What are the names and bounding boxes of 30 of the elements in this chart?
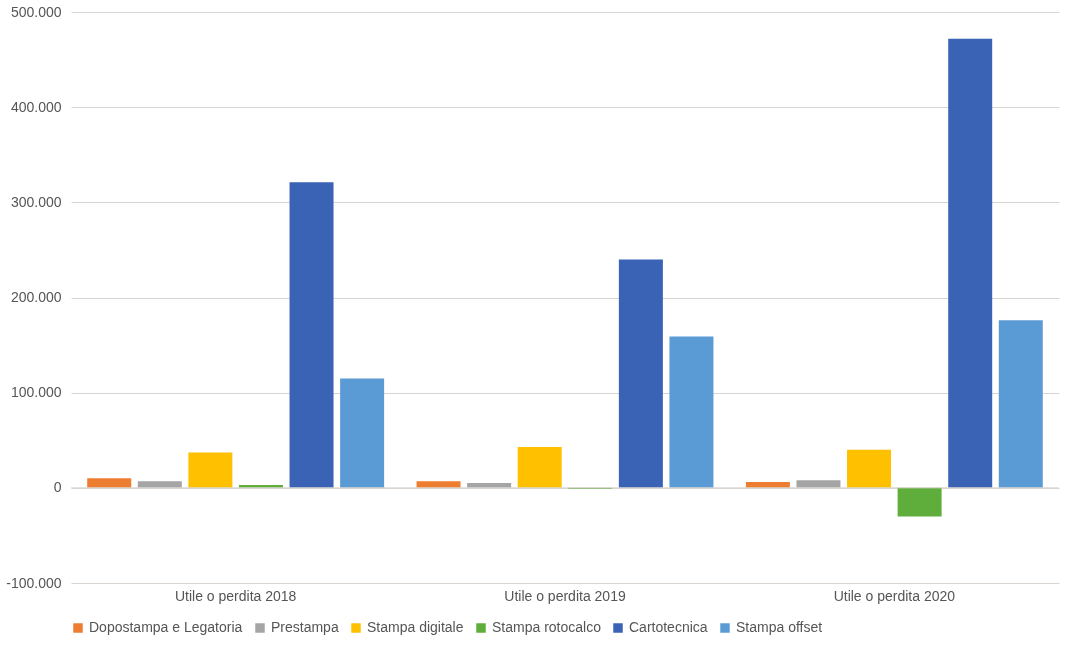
y-tick-label: -100.000 [6, 574, 62, 591]
bar [416, 481, 461, 488]
legend-label: Dopostampa e Legatoria [89, 619, 243, 635]
bar [188, 452, 233, 488]
legend-label: Cartotecnica [629, 619, 708, 635]
y-tick-label: 0 [53, 479, 62, 496]
bar [796, 480, 841, 488]
bar [897, 487, 942, 517]
x-tick-label: Utile o perdita 2018 [174, 587, 297, 604]
bar [847, 449, 892, 488]
y-tick-label: 300.000 [10, 193, 62, 210]
bar [137, 481, 182, 488]
bar [340, 378, 385, 488]
bar [87, 478, 132, 488]
x-tick-label: Utile o perdita 2019 [504, 587, 626, 604]
legend-label: Stampa rotocalco [492, 619, 602, 635]
y-tick-label: 400.000 [10, 98, 62, 115]
y-tick-label: 500.000 [10, 3, 62, 20]
bar [948, 38, 993, 488]
y-tick-label: 200.000 [10, 289, 62, 305]
legend-label: Prestampa [271, 619, 339, 635]
legend-label: Stampa digitale [367, 619, 464, 635]
bar [998, 320, 1043, 488]
bar [289, 182, 334, 488]
x-tick-label: Utile o perdita 2020 [833, 587, 956, 604]
bar [517, 446, 562, 488]
y-tick-label: 100.000 [10, 384, 62, 401]
legend-label: Stampa offset [736, 619, 823, 635]
bar [618, 259, 663, 488]
bar [669, 336, 714, 488]
